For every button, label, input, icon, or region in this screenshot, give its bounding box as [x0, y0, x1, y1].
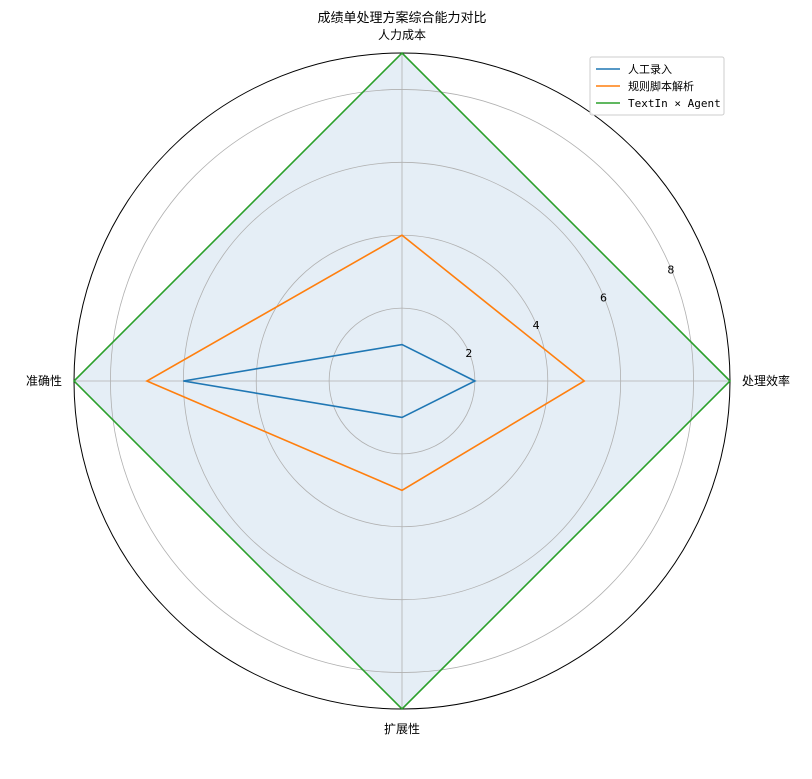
axis-label-2: 准确性: [26, 374, 62, 388]
series-line-0: [183, 343, 477, 419]
axis-label-0: 处理效率: [742, 373, 790, 388]
tick-label-1: 4: [533, 319, 540, 332]
axis-label-3: 扩展性: [384, 722, 420, 736]
legend-label-2: TextIn × Agent: [628, 97, 721, 110]
tick-label-2: 6: [600, 291, 607, 304]
tick-label-0: 2: [465, 347, 472, 360]
legend-label-0: 人工录入: [628, 63, 672, 76]
legend-box: [589, 56, 725, 116]
axis-label-1: 人力成本: [378, 28, 426, 42]
legend-label-1: 规则脚本解析: [628, 79, 694, 93]
chart-title: 成绩单处理方案综合能力对比: [317, 10, 486, 26]
series-line-2: [72, 51, 732, 711]
tick-label-3: 8: [667, 263, 674, 276]
series-line-1: [145, 234, 586, 492]
